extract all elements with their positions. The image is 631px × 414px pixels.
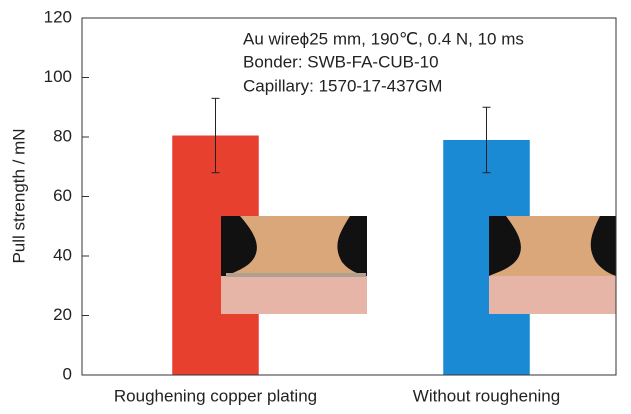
inset-photo <box>489 216 616 314</box>
y-tick-label: 60 <box>53 186 72 205</box>
inset-photo <box>221 216 367 314</box>
y-tick-label: 80 <box>53 126 72 145</box>
y-tick-label: 20 <box>53 305 72 324</box>
x-tick-label: Without roughening <box>413 386 560 405</box>
annotation: Capillary: 1570-17-437GM <box>243 76 442 95</box>
y-tick-label: 40 <box>53 245 72 264</box>
y-tick-label: 100 <box>44 67 72 86</box>
chart: Au wireϕ25 mm, 190℃, 0.4 N, 10 ms Bonder… <box>0 0 631 409</box>
y-tick-label: 120 <box>44 7 72 26</box>
annotation: Au wireϕ25 mm, 190℃, 0.4 N, 10 ms <box>243 29 524 48</box>
y-axis-label: Pull strength / mN <box>9 128 28 263</box>
x-tick-label: Roughening copper plating <box>114 386 317 405</box>
annotation: Bonder: SWB-FA-CUB-10 <box>243 52 439 71</box>
y-tick-label: 0 <box>63 364 72 383</box>
